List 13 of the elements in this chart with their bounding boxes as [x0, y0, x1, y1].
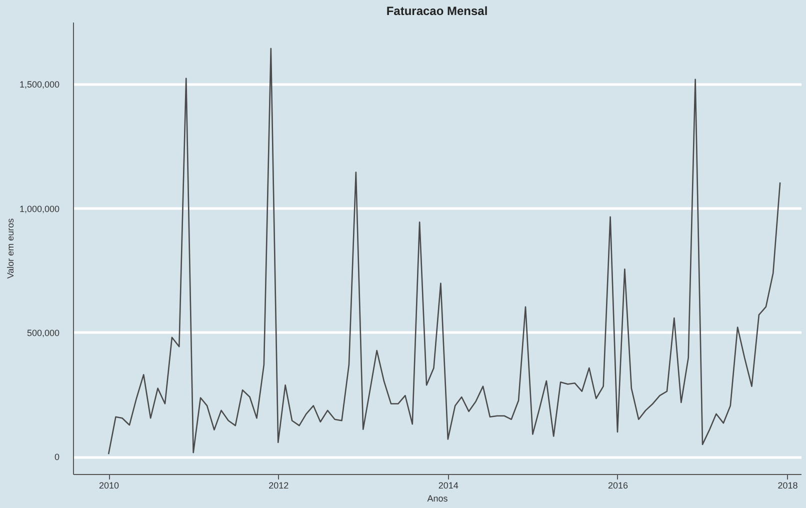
chart-title: Faturacao Mensal: [386, 4, 488, 18]
x-tick-label: 2018: [778, 480, 798, 490]
line-series: [108, 48, 781, 455]
x-axis-title: Anos: [427, 494, 448, 504]
x-tick-label: 2016: [608, 480, 628, 490]
y-tick-label: 500,000: [26, 328, 60, 338]
x-tick-label: 2012: [268, 480, 289, 490]
x-tick-label: 2010: [99, 480, 120, 490]
y-axis-title: Valor em euros: [5, 218, 16, 279]
y-tick-label: 0: [54, 452, 60, 462]
y-tick-label: 1,000,000: [19, 204, 60, 214]
x-tick-label: 2014: [438, 480, 458, 490]
y-tick-label: 1,500,000: [19, 80, 60, 90]
